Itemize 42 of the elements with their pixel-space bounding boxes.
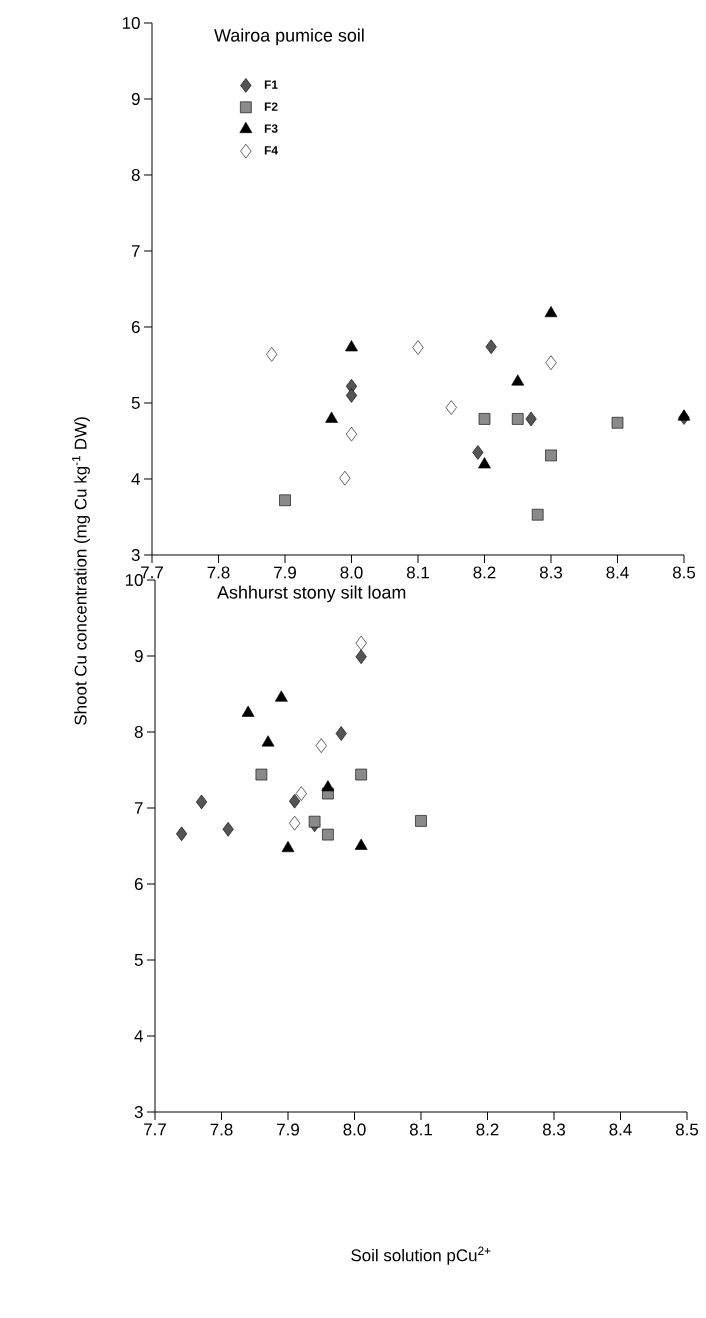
y-tick-label: 7	[131, 245, 140, 257]
x-tick-label: 7.7	[144, 1123, 166, 1136]
x-tick-label: 7.7	[141, 566, 163, 579]
y-tick-label: 7	[134, 802, 143, 814]
y-tick-label: 5	[131, 397, 140, 409]
chart-title: Wairoa pumice soil	[214, 28, 364, 46]
y-tick-label: 3	[134, 1106, 143, 1118]
y-tick-label: 9	[134, 650, 143, 662]
x-axis-title: Soil solution pCu$^{2+}$	[351, 1246, 491, 1265]
x-tick-label: 7.9	[274, 566, 296, 579]
legend-label: F4	[264, 146, 278, 155]
x-tick-label: 7.8	[207, 566, 230, 579]
y-tick-label: 5	[134, 954, 143, 966]
y-tick-label: 9	[131, 92, 140, 105]
x-tick-label: 8.5	[675, 1123, 699, 1136]
x-tick-label: 8.0	[343, 1123, 366, 1136]
y-tick-label: 8	[131, 168, 140, 181]
x-tick-label: 8.4	[606, 566, 629, 579]
y-tick-label: 6	[134, 878, 143, 890]
y-tick-label: 3	[131, 548, 140, 561]
legend-label: F3	[264, 124, 278, 133]
x-tick-label: 8.1	[409, 1123, 432, 1136]
x-tick-label: 8.5	[672, 566, 696, 579]
y-tick-label: 4	[131, 473, 140, 485]
x-tick-label: 8.1	[406, 566, 429, 579]
x-tick-label: 8.0	[340, 566, 363, 579]
y-tick-label: 4	[134, 1030, 143, 1042]
x-tick-label: 7.9	[277, 1123, 299, 1136]
chart-title: Ashhurst stony silt loam	[217, 585, 406, 603]
y-tick-label: 8	[134, 726, 143, 738]
legend-label: F2	[264, 102, 278, 111]
x-tick-label: 8.3	[539, 566, 563, 579]
x-tick-label: 8.3	[542, 1123, 566, 1136]
x-tick-label: 8.4	[609, 1123, 632, 1136]
y-tick-label: 10	[122, 16, 140, 29]
x-tick-label: 7.8	[210, 1123, 233, 1136]
x-tick-label: 8.2	[476, 1123, 499, 1136]
y-tick-label: 10	[125, 574, 143, 586]
y-axis-title: Shoot Cu concentration (mg Cu kg$^{-1}$ DW)	[72, 417, 90, 725]
y-tick-label: 6	[131, 320, 140, 333]
legend-label: F1	[264, 80, 278, 89]
x-tick-label: 8.2	[473, 566, 496, 579]
